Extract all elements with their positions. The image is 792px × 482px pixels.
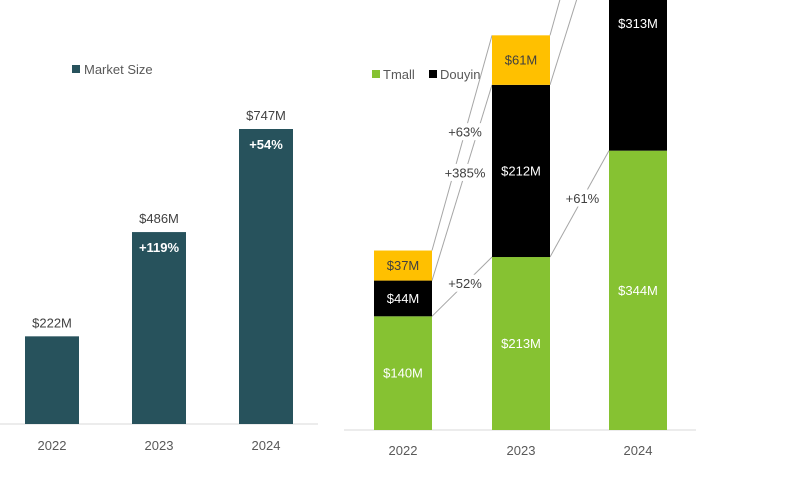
growth-label-bg xyxy=(447,123,483,141)
segment-label-tmall-2024: $344M xyxy=(618,283,658,298)
bar-tmall-2022 xyxy=(374,316,432,430)
growth-label-bg xyxy=(565,189,600,207)
connector-jd-2022-2023 xyxy=(431,35,493,251)
legend-label-tmall: Tmall xyxy=(383,67,415,82)
growth-label-bg xyxy=(447,274,483,292)
value-label-2023: $486M xyxy=(139,211,179,226)
right-x-tick-2024: 2024 xyxy=(624,443,653,458)
growth-label-2024: +54% xyxy=(249,137,283,152)
legend-label-market-size: Market Size xyxy=(84,62,153,77)
market-size-chart: Market Size $222M 2022 $486M +119% 2023 $747M +… xyxy=(0,62,318,453)
bar-douyin-2022 xyxy=(374,280,432,317)
left-x-tick-2023: 2023 xyxy=(145,438,174,453)
right-x-tick-2022: 2022 xyxy=(389,443,418,458)
legend-swatch-market-size xyxy=(72,65,80,73)
segment-label-douyin-2023: $212M xyxy=(501,163,541,178)
bar-market-size-2024 xyxy=(239,129,293,424)
segment-label-tmall-2023: $213M xyxy=(501,336,541,351)
legend-swatch-douyin xyxy=(429,70,437,78)
segment-label-douyin-2024: $313M xyxy=(618,16,658,31)
connector-douyin-2022-2023 xyxy=(431,84,493,281)
segment-label-jd-2022: $37M xyxy=(387,258,420,273)
bar-market-size-2022 xyxy=(25,336,79,424)
left-x-tick-2022: 2022 xyxy=(38,438,67,453)
left-x-tick-2024: 2024 xyxy=(252,438,281,453)
legend-swatch-tmall xyxy=(372,70,380,78)
value-label-2024: $747M xyxy=(246,108,286,123)
bar-jd-2023 xyxy=(492,35,550,85)
bar-jd-2022 xyxy=(374,250,432,281)
bar-tmall-2024 xyxy=(609,150,667,431)
bar-douyin-2023 xyxy=(492,84,550,258)
platform-stacked-chart: TmallDouyinJD$140M$44M$37M2022$213M$212M… xyxy=(344,0,696,458)
growth-label-2023: +119% xyxy=(139,240,180,255)
growth-label-tmall-2023-2024: +61% xyxy=(566,191,600,206)
connector-douyin-2023-2024 xyxy=(549,0,578,86)
legend-label-douyin: Douyin xyxy=(440,67,480,82)
growth-label-tmall-2022-2023: +52% xyxy=(448,276,482,291)
segment-label-jd-2023: $61M xyxy=(505,53,538,68)
value-label-2022: $222M xyxy=(32,315,72,330)
right-x-tick-2023: 2023 xyxy=(507,443,536,458)
bar-tmall-2023 xyxy=(492,257,550,430)
bar-market-size-2023 xyxy=(132,232,186,424)
growth-label-bg xyxy=(444,163,486,181)
growth-label-jd-2022-2023: +63% xyxy=(448,125,482,140)
segment-label-tmall-2022: $140M xyxy=(383,366,423,381)
bar-douyin-2024 xyxy=(609,0,667,151)
growth-label-douyin-2022-2023: +385% xyxy=(445,165,486,180)
connector-jd-2023-2024 xyxy=(549,0,561,36)
segment-label-douyin-2022: $44M xyxy=(387,291,420,306)
